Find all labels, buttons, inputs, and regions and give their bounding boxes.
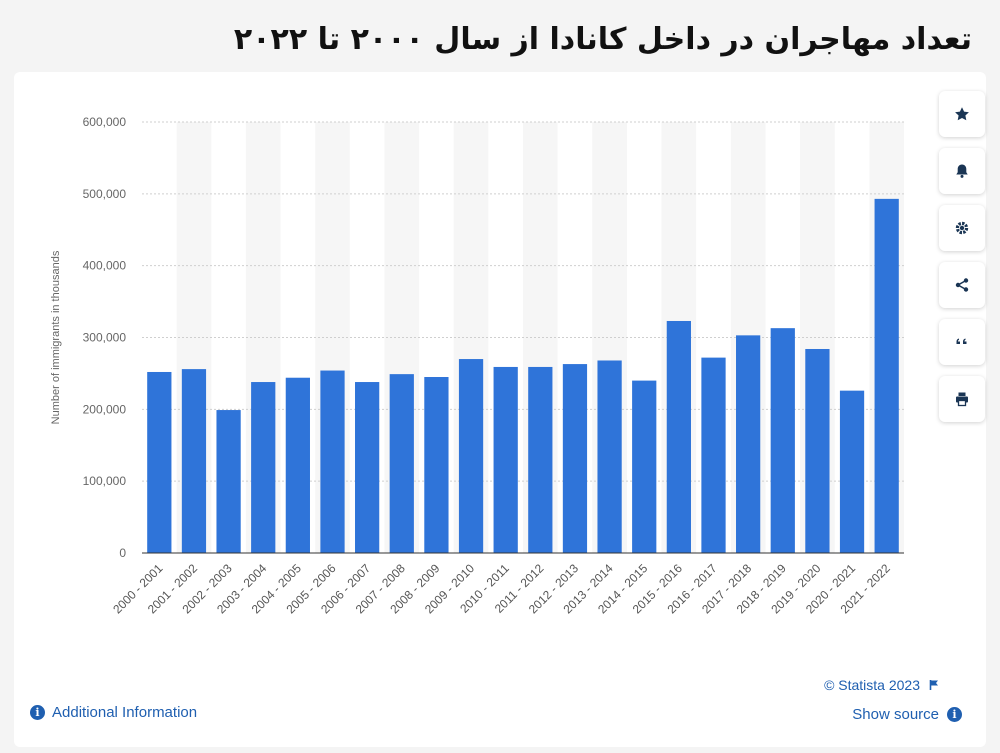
bar	[770, 328, 795, 553]
bar	[874, 198, 899, 553]
bar	[736, 335, 761, 553]
bar	[701, 357, 726, 553]
star-icon	[955, 107, 969, 121]
y-tick-label: 600,000	[83, 115, 127, 129]
info-icon: i	[30, 705, 45, 720]
settings-button[interactable]	[939, 205, 985, 251]
y-tick-label: 200,000	[83, 402, 127, 416]
show-source-label: Show source	[852, 706, 939, 723]
y-tick-label: 300,000	[83, 331, 127, 345]
notification-button[interactable]	[939, 148, 985, 194]
chart-card: 0 100,000 200,000 300,000 400,000 500,000 600,…	[14, 72, 986, 747]
bell-icon	[956, 164, 968, 178]
bar	[597, 360, 622, 553]
bar	[839, 390, 865, 553]
bar-chart: 0 100,000 200,000 300,000 400,000 500,000 600,…	[50, 115, 904, 616]
info-icon: i	[947, 707, 962, 722]
y-tick-label: 0	[119, 546, 126, 560]
print-icon	[956, 392, 968, 407]
bar	[181, 369, 207, 553]
y-tick-label: 100,000	[83, 474, 127, 488]
y-tick-label: 500,000	[83, 187, 127, 201]
bar	[805, 348, 830, 553]
bar	[389, 374, 414, 553]
statista-credit[interactable]: © Statista 2023	[824, 677, 940, 693]
y-tick-label: 400,000	[83, 259, 127, 273]
bar	[528, 366, 553, 553]
additional-information-link[interactable]: i Additional Information	[30, 704, 197, 721]
show-source-link[interactable]: Show source i	[852, 706, 962, 723]
additional-information-label: Additional Information	[52, 704, 198, 721]
credit-text: © Statista 2023	[824, 677, 920, 693]
bar	[147, 371, 172, 553]
bar	[458, 359, 484, 553]
quote-icon	[956, 338, 967, 344]
bar	[424, 377, 449, 553]
page-title: تعداد مهاجران در داخل کانادا از سال ۲۰۰۰…	[233, 22, 972, 57]
bar	[320, 370, 345, 553]
gear-icon	[955, 221, 969, 235]
bar	[562, 364, 588, 553]
favorite-button[interactable]	[939, 91, 985, 137]
y-axis-label: Number of immigrants in thousands	[50, 250, 62, 424]
share-icon	[955, 278, 969, 292]
print-button[interactable]	[939, 376, 985, 422]
cite-button[interactable]	[939, 319, 985, 365]
bar	[355, 382, 380, 553]
bar	[666, 320, 691, 553]
bar	[216, 410, 241, 553]
share-button[interactable]	[939, 262, 985, 308]
bar	[632, 380, 657, 553]
bar	[251, 382, 276, 553]
bar	[493, 366, 518, 553]
flag-icon	[929, 680, 938, 690]
bar	[285, 377, 310, 553]
